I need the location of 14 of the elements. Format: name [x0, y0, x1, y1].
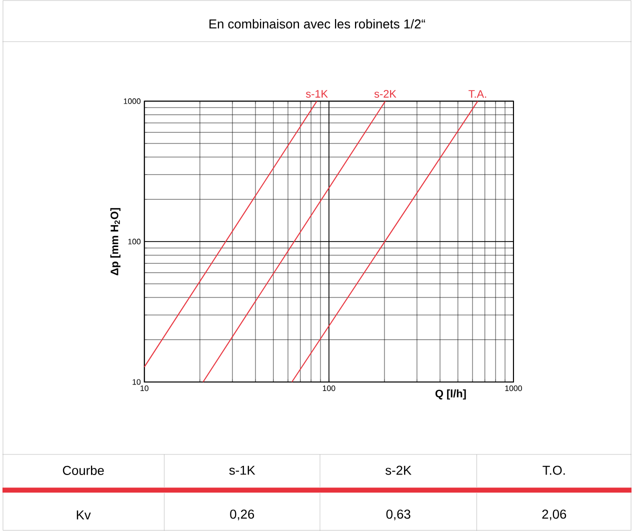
x-axis-title: Q [l/h] [435, 389, 466, 400]
text: Kv [76, 510, 91, 520]
text: 0,26 [230, 510, 254, 520]
chart-title: En combinaison avec les robinets 1/2“ [209, 19, 426, 29]
text: T.O. [542, 466, 565, 475]
text: s-2K [386, 466, 412, 475]
y-axis-title: Δp [mm H$_{2}$O] [110, 208, 120, 276]
text: Courbe [62, 466, 104, 476]
text: s-1K [229, 466, 256, 475]
text: 0,63 [386, 510, 410, 520]
series-label: s-2K [374, 90, 396, 98]
series-label: s-1K [306, 90, 328, 98]
series-label: T.A. [468, 90, 486, 98]
text: 2,06 [542, 510, 566, 520]
